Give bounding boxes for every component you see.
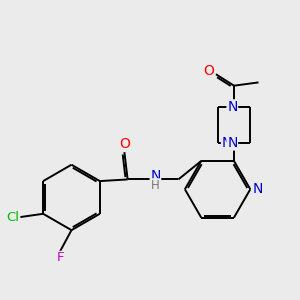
Text: O: O [119, 137, 130, 152]
Text: H: H [151, 179, 160, 192]
Text: N: N [227, 100, 238, 114]
Text: F: F [56, 251, 64, 265]
Text: N: N [150, 169, 161, 182]
Text: O: O [203, 64, 214, 78]
Text: N: N [252, 182, 263, 196]
Text: Cl: Cl [7, 211, 20, 224]
Text: N: N [222, 136, 232, 150]
Text: N: N [227, 136, 238, 150]
